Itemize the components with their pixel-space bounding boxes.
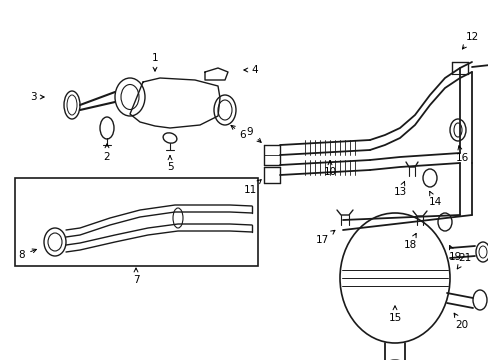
Text: 4: 4: [244, 65, 258, 75]
Text: 3: 3: [30, 92, 44, 102]
Text: 6: 6: [230, 125, 246, 140]
Text: 17: 17: [315, 230, 334, 245]
Text: 19: 19: [447, 246, 461, 262]
Text: 7: 7: [132, 268, 139, 285]
Text: 13: 13: [392, 181, 406, 197]
Text: 11: 11: [243, 180, 261, 195]
Text: 16: 16: [454, 146, 468, 163]
Text: 5: 5: [166, 156, 173, 172]
Text: 8: 8: [19, 249, 36, 260]
Text: 14: 14: [427, 191, 441, 207]
Text: 18: 18: [403, 233, 416, 250]
Text: 1: 1: [151, 53, 158, 71]
Text: 12: 12: [462, 32, 478, 49]
Text: 20: 20: [453, 313, 468, 330]
Text: 15: 15: [387, 306, 401, 323]
Text: 9: 9: [246, 127, 261, 142]
Text: 21: 21: [456, 253, 470, 269]
Text: 2: 2: [103, 144, 110, 162]
Bar: [15, 178, 258, 266]
Text: 10: 10: [323, 161, 336, 177]
